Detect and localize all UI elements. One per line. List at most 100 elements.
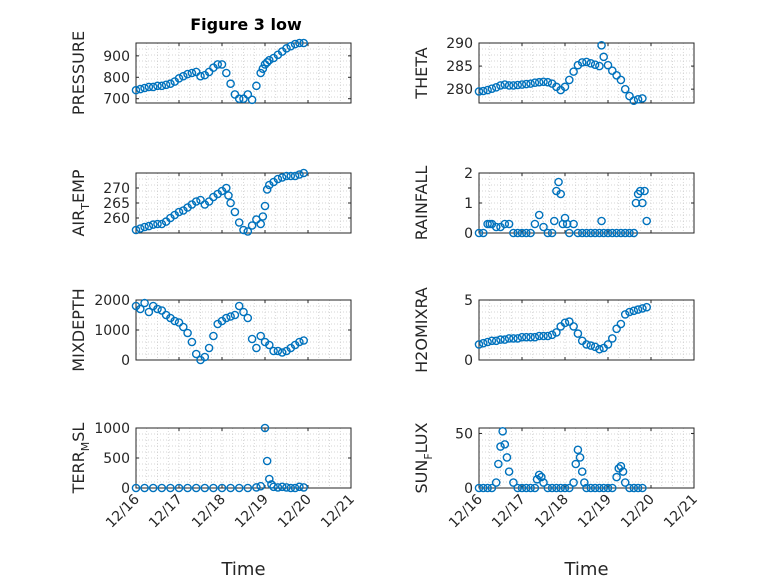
data-point bbox=[252, 483, 261, 492]
data-point bbox=[474, 87, 484, 96]
data-point bbox=[230, 310, 240, 320]
data-point bbox=[577, 228, 587, 238]
y-axis-label: PRESSURE bbox=[69, 31, 88, 115]
data-point bbox=[295, 337, 304, 347]
y-tick-label: 700 bbox=[103, 92, 130, 108]
data-point bbox=[608, 483, 617, 493]
data-point bbox=[534, 210, 544, 220]
y-tick-label: 0 bbox=[121, 481, 130, 497]
data-point bbox=[260, 60, 270, 69]
data-point bbox=[174, 207, 184, 217]
data-point bbox=[547, 483, 557, 493]
x-tick-label: 12/17 bbox=[489, 492, 529, 532]
y-tick-label: 285 bbox=[446, 59, 473, 75]
data-point bbox=[590, 483, 600, 493]
data-point bbox=[153, 304, 162, 314]
data-point bbox=[183, 69, 192, 79]
data-point bbox=[273, 483, 283, 492]
data-point bbox=[539, 478, 548, 487]
data-point bbox=[478, 338, 488, 348]
data-point bbox=[258, 64, 268, 74]
data-point bbox=[483, 337, 492, 347]
y-tick-label: 2000 bbox=[94, 293, 130, 309]
data-point bbox=[264, 55, 274, 65]
data-point bbox=[543, 331, 553, 341]
data-point bbox=[638, 94, 647, 103]
data-point bbox=[565, 317, 574, 326]
data-point bbox=[217, 60, 227, 69]
data-point bbox=[204, 67, 214, 77]
data-point bbox=[264, 340, 274, 350]
data-point bbox=[620, 310, 630, 319]
x-axis-label: Time bbox=[220, 559, 265, 580]
y-tick-label: 50 bbox=[455, 426, 473, 442]
x-tick-label: 12/18 bbox=[189, 492, 229, 532]
data-point bbox=[502, 453, 512, 462]
data-point bbox=[629, 483, 639, 493]
data-point bbox=[483, 483, 492, 493]
x-tick-label: 12/20 bbox=[275, 492, 315, 532]
data-point bbox=[534, 77, 544, 87]
data-point bbox=[616, 75, 626, 85]
subplot-sun-flux: 12/16 12/17 12/18 12/19 12/20 12/21 0 50 SUNFLUX… bbox=[412, 422, 701, 580]
data-point bbox=[620, 478, 630, 487]
data-point bbox=[226, 483, 235, 493]
data-point bbox=[269, 482, 278, 492]
data-point bbox=[547, 228, 557, 238]
data-point bbox=[191, 197, 201, 206]
data-point bbox=[565, 483, 574, 493]
y-tick-label: 900 bbox=[103, 49, 130, 65]
data-point bbox=[277, 173, 287, 182]
data-point bbox=[204, 197, 214, 206]
data-point bbox=[620, 84, 630, 94]
data-point bbox=[157, 81, 167, 91]
data-point bbox=[590, 60, 600, 69]
data-point bbox=[534, 470, 544, 480]
x-tick-label: 12/19 bbox=[575, 492, 615, 532]
data-point bbox=[504, 81, 514, 90]
data-point bbox=[226, 312, 235, 321]
data-series bbox=[131, 38, 309, 105]
minor-grid bbox=[136, 43, 351, 103]
y-tick-label: 0 bbox=[464, 353, 473, 369]
data-point bbox=[603, 483, 613, 493]
data-point bbox=[200, 352, 210, 362]
y-tick-label: 0 bbox=[121, 353, 130, 369]
y-axis-label: SUNFLUX bbox=[412, 422, 435, 493]
data-point bbox=[230, 90, 240, 99]
data-point bbox=[243, 90, 253, 99]
y-tick-label: 290 bbox=[446, 36, 473, 52]
data-point bbox=[539, 222, 548, 232]
data-point bbox=[560, 82, 570, 92]
subplot-terr-msl: 12/16 12/17 12/18 12/19 12/20 12/21 0 500 1000TE… bbox=[69, 421, 358, 580]
data-point bbox=[491, 478, 501, 487]
data-point bbox=[494, 459, 503, 469]
data-point bbox=[554, 177, 563, 187]
data-point bbox=[573, 60, 583, 70]
data-point bbox=[625, 483, 634, 493]
data-point bbox=[286, 171, 296, 181]
data-point bbox=[196, 195, 205, 205]
data-point bbox=[509, 478, 518, 487]
data-point bbox=[612, 324, 621, 334]
data-point bbox=[282, 171, 291, 181]
data-point bbox=[290, 483, 300, 493]
data-point bbox=[196, 71, 205, 81]
data-point bbox=[286, 483, 296, 493]
data-point bbox=[522, 483, 531, 493]
data-point bbox=[224, 191, 233, 200]
y-axis-label: THETA bbox=[412, 47, 431, 99]
data-series bbox=[474, 41, 647, 105]
data-point bbox=[608, 66, 617, 75]
data-point bbox=[509, 81, 518, 90]
axes-frame bbox=[478, 42, 695, 104]
data-point bbox=[603, 228, 613, 238]
data-point bbox=[153, 219, 162, 229]
data-series bbox=[131, 298, 309, 365]
data-point bbox=[178, 71, 188, 81]
data-point bbox=[595, 344, 604, 354]
data-point bbox=[517, 80, 527, 89]
data-point bbox=[635, 186, 645, 196]
